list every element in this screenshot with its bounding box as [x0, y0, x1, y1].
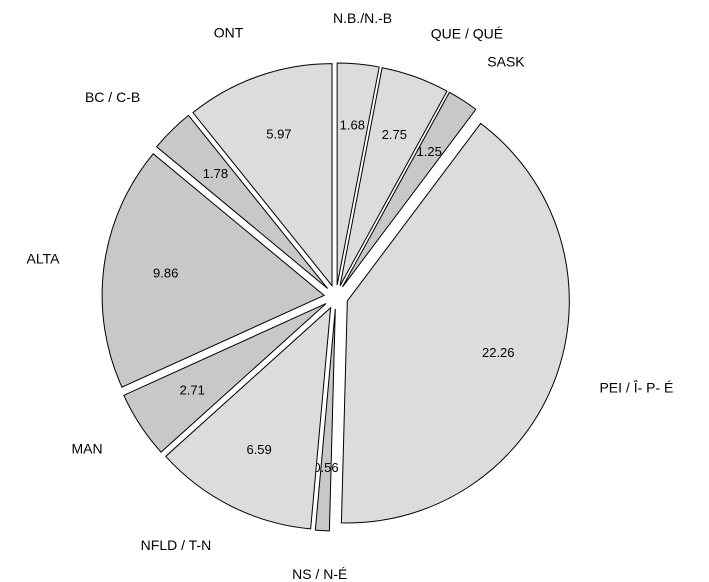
slice-label: MAN	[71, 441, 102, 457]
pie-slice	[164, 306, 332, 530]
pie-slice	[339, 67, 448, 286]
value-label: 6.59	[246, 442, 271, 457]
value-label: 22.26	[482, 345, 515, 360]
value-label: 2.71	[180, 383, 205, 398]
slice-label: BC / C-B	[85, 89, 140, 105]
value-label: 2.75	[382, 127, 407, 142]
value-label: 1.78	[203, 166, 228, 181]
slice-label: NFLD / T-N	[141, 537, 212, 553]
pie-slice	[314, 308, 336, 532]
slice-label: QUE / QUÉ	[431, 25, 503, 41]
slice-label: PEI / Î- P- É	[599, 380, 673, 396]
pie-slice	[123, 303, 327, 453]
value-label: 5.97	[266, 126, 291, 141]
value-label: 1.68	[340, 117, 365, 132]
slice-label: NS / N-É	[292, 566, 347, 582]
slice-label: ONT	[214, 25, 244, 41]
value-label: 9.86	[153, 266, 178, 281]
pie-slice	[340, 122, 570, 524]
pie-slice	[155, 114, 328, 289]
value-label: 0.56	[313, 460, 338, 475]
pie-slice	[342, 91, 477, 288]
value-label: 1.25	[417, 144, 442, 159]
pie-slice	[336, 62, 380, 286]
slice-label: ALTA	[27, 251, 61, 267]
pie-slice	[101, 153, 326, 388]
slice-label: N.B./N.-B	[333, 10, 392, 26]
slice-label: SASK	[487, 53, 525, 69]
pie-slice	[192, 63, 333, 288]
